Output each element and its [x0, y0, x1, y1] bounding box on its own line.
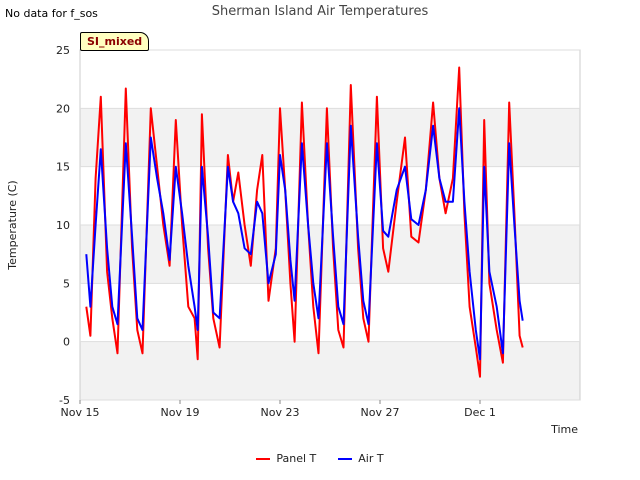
y-tick-label: 10 — [56, 219, 70, 232]
x-tick-label: Nov 27 — [361, 406, 400, 419]
plot-band — [80, 225, 580, 284]
x-tick-label: Nov 15 — [61, 406, 100, 419]
legend-label-panel-t: Panel T — [276, 452, 317, 465]
legend-label-air-t: Air T — [358, 452, 384, 465]
y-tick-label: 0 — [63, 336, 70, 349]
x-tick-label: Dec 1 — [464, 406, 496, 419]
y-tick-label: 20 — [56, 102, 70, 115]
series-line-air-t — [85, 107, 524, 361]
x-axis-label: Time — [550, 423, 578, 436]
y-tick-label: 25 — [56, 44, 70, 57]
x-tick-label: Nov 19 — [161, 406, 200, 419]
legend-item-air-t: Air T — [338, 452, 384, 465]
y-tick-label: -5 — [59, 394, 70, 407]
no-data-note: No data for f_sos — [5, 7, 98, 20]
site-badge: SI_mixed — [80, 32, 150, 51]
legend: Panel T Air T — [0, 452, 640, 465]
grid-lines — [80, 49, 580, 401]
plot-band — [80, 50, 580, 109]
x-ticks: Nov 15 Nov 19 Nov 23 Nov 27 Dec 1 — [61, 400, 496, 419]
plot-band — [80, 341, 580, 400]
x-tick-label: Nov 23 — [261, 406, 300, 419]
legend-swatch-panel-t — [256, 457, 271, 460]
y-ticks: -5 0 5 10 15 20 25 — [56, 44, 70, 407]
legend-item-panel-t: Panel T — [256, 452, 316, 465]
chart-title: Sherman Island Air Temperatures — [212, 4, 429, 19]
y-tick-label: 5 — [63, 277, 70, 290]
y-axis-label: Temperature (C) — [6, 180, 19, 270]
y-tick-label: 15 — [56, 161, 70, 174]
series-lines — [85, 66, 524, 378]
legend-swatch-air-t — [338, 457, 353, 460]
